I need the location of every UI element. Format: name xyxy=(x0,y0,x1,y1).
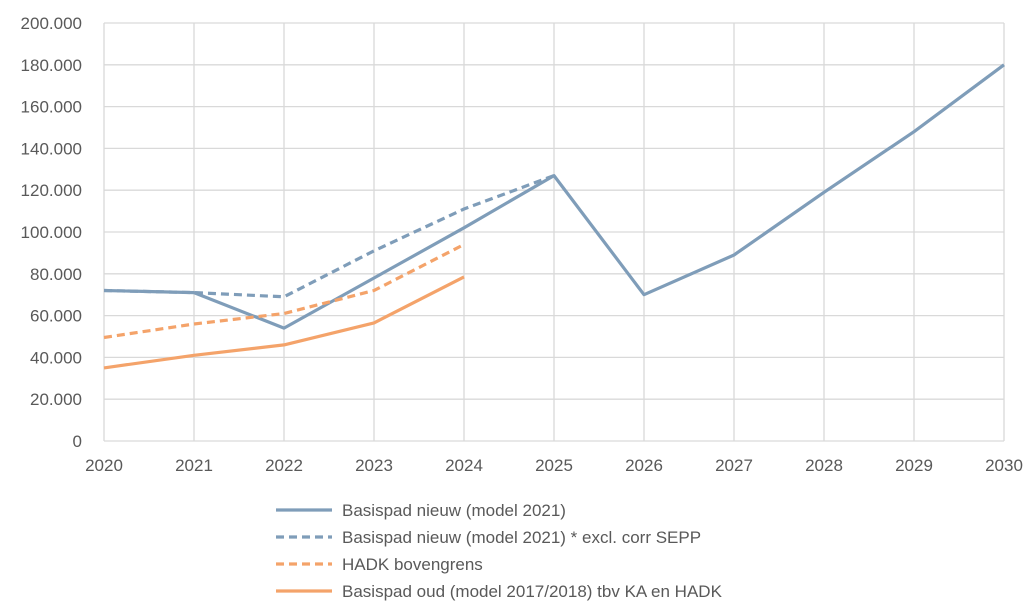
series-lines xyxy=(103,63,1005,370)
legend-label: HADK bovengrens xyxy=(342,555,483,574)
y-tick-label: 160.000 xyxy=(21,98,82,117)
legend-item: Basispad oud (model 2017/2018) tbv KA en… xyxy=(276,582,723,601)
x-tick-label: 2022 xyxy=(265,456,303,475)
grid xyxy=(103,22,1005,442)
x-tick-label: 2030 xyxy=(985,456,1023,475)
x-tick-label: 2027 xyxy=(715,456,753,475)
x-tick-label: 2024 xyxy=(445,456,483,475)
legend-label: Basispad nieuw (model 2021) xyxy=(342,501,566,520)
y-tick-label: 20.000 xyxy=(30,390,82,409)
y-tick-label: 200.000 xyxy=(21,14,82,33)
legend-item: HADK bovengrens xyxy=(276,555,483,574)
y-tick-label: 80.000 xyxy=(30,265,82,284)
x-tick-label: 2021 xyxy=(175,456,213,475)
series-line-4 xyxy=(103,275,465,370)
y-tick-label: 60.000 xyxy=(30,307,82,326)
x-tick-label: 2029 xyxy=(895,456,933,475)
legend-item: Basispad nieuw (model 2021) xyxy=(276,501,566,520)
x-tick-label: 2020 xyxy=(85,456,123,475)
legend: Basispad nieuw (model 2021) Basispad nieu… xyxy=(276,501,723,601)
y-tick-label: 100.000 xyxy=(21,223,82,242)
legend-label: Basispad nieuw (model 2021) * excl. corr… xyxy=(342,528,701,547)
y-tick-label: 180.000 xyxy=(21,56,82,75)
series-line-1 xyxy=(103,63,1005,330)
y-tick-label: 0 xyxy=(73,432,82,451)
y-tick-label: 120.000 xyxy=(21,181,82,200)
legend-label: Basispad oud (model 2017/2018) tbv KA en… xyxy=(342,582,723,601)
legend-item: Basispad nieuw (model 2021) * excl. corr… xyxy=(276,528,701,547)
y-tick-label: 140.000 xyxy=(21,139,82,158)
axes: 0 20.000 40.000 60.000 80.000 100.000 120.000 1… xyxy=(21,14,1023,475)
x-tick-label: 2025 xyxy=(535,456,573,475)
series-line-2 xyxy=(103,174,555,299)
x-tick-label: 2023 xyxy=(355,456,393,475)
x-tick-label: 2028 xyxy=(805,456,843,475)
y-tick-label: 40.000 xyxy=(30,348,82,367)
x-tick-label: 2026 xyxy=(625,456,663,475)
